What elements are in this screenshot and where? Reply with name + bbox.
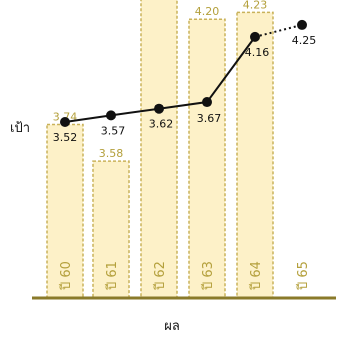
- bar-value-label: 4.20: [195, 5, 220, 18]
- bar: [188, 18, 226, 299]
- result-value-label: 4.16: [245, 46, 270, 59]
- category-label: ปี 63: [200, 261, 216, 291]
- result-point: [106, 110, 116, 121]
- projected-line: [254, 23, 303, 38]
- category-label: ปี 60: [58, 261, 74, 291]
- result-point: [250, 31, 260, 42]
- bar: [140, 0, 178, 299]
- category-label: ปี 64: [248, 261, 264, 291]
- result-point: [60, 117, 70, 127]
- bar: [236, 11, 274, 299]
- series-label-left: เป้า: [10, 121, 30, 136]
- bars-layer: 3.74ปี 603.58ปี 614.32ปี 624.20ปี 634.23…: [46, 0, 311, 299]
- category-label: ปี 65: [295, 261, 311, 291]
- result-value-label: 3.62: [149, 118, 174, 131]
- bar-value-label: 4.23: [243, 0, 268, 11]
- result-point: [202, 97, 212, 108]
- result-value-label: 3.67: [197, 112, 222, 125]
- result-value-label: 3.52: [53, 131, 78, 144]
- result-value-label: 4.25: [292, 34, 317, 47]
- result-value-label: 3.57: [101, 124, 126, 137]
- result-point: [297, 19, 307, 30]
- bar-value-label: 3.58: [99, 147, 124, 160]
- x-axis-label: ผล: [164, 319, 180, 334]
- category-label: ปี 62: [152, 261, 168, 291]
- bar: [46, 123, 84, 299]
- line-layer: 3.52 3.57 3.62 3.67 4.16 4.25: [53, 19, 317, 144]
- category-label: ปี 61: [104, 261, 120, 291]
- result-point: [154, 103, 164, 114]
